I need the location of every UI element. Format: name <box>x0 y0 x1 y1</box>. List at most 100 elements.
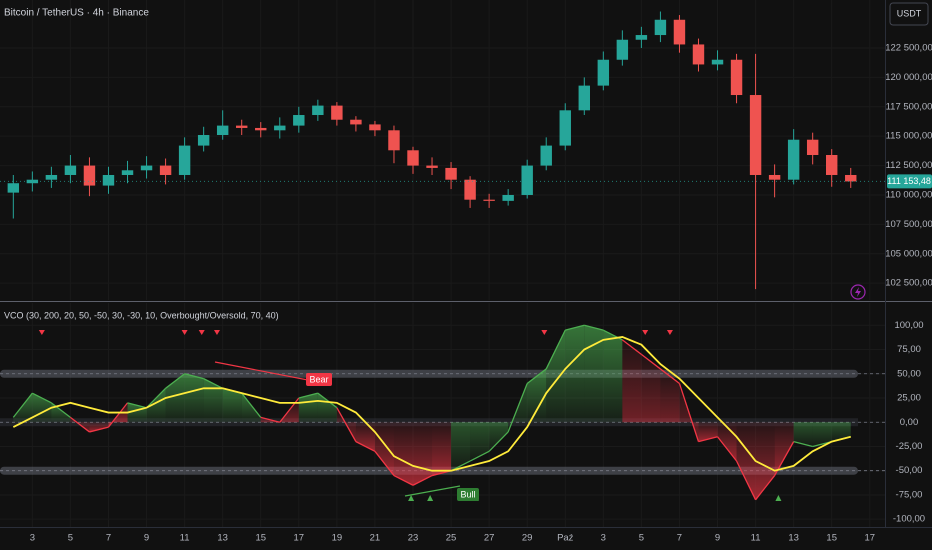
candle-body <box>102 174 115 186</box>
vco-area <box>13 393 33 423</box>
candle-body <box>7 183 20 193</box>
vco-line <box>584 324 604 331</box>
bull-marker <box>427 495 434 501</box>
vco-area <box>793 422 813 447</box>
vco-line <box>89 426 109 433</box>
candle-body <box>121 170 134 175</box>
y-tick-label: 117 500,00 <box>886 101 932 112</box>
candle-body <box>806 139 819 155</box>
x-tick-label: 15 <box>826 533 837 544</box>
bull-label: Bull <box>460 489 475 499</box>
vco-line <box>735 460 757 501</box>
vco-line <box>698 436 718 443</box>
x-tick-label: 21 <box>370 533 381 544</box>
y-tick-label: 102 500,00 <box>885 278 932 289</box>
vco-line <box>127 402 147 409</box>
candle-body <box>312 105 324 116</box>
y-tick-label: 0,00 <box>900 417 919 428</box>
vco-area <box>470 422 490 462</box>
y-tick-label: 110 000,00 <box>886 189 932 200</box>
vco-area <box>298 393 318 423</box>
vco-area <box>432 422 452 476</box>
x-tick-label: 11 <box>751 533 761 544</box>
x-tick-label: 27 <box>484 533 495 544</box>
vco-area <box>774 422 794 476</box>
x-tick-label: 29 <box>522 533 533 544</box>
candle-body <box>616 39 629 60</box>
candle-body <box>521 165 533 195</box>
vco-area <box>184 373 204 423</box>
labels: 3 5 7 9 11 13 15 17 19 21 23 25 27 29 Paź 3 5 7 9 11 13 15 17 1… <box>30 42 932 544</box>
vco-area <box>736 422 756 500</box>
candle-body <box>597 59 610 86</box>
marks <box>0 11 885 501</box>
y-tick-label: 112 500,00 <box>886 160 932 171</box>
x-tick-label: 23 <box>408 533 419 544</box>
vco-area <box>165 373 185 423</box>
x-tick-label: 5 <box>639 533 644 544</box>
x-tick-label: 7 <box>106 533 111 544</box>
candle-body <box>692 44 705 65</box>
candle-body <box>502 194 514 201</box>
candle-body <box>64 165 77 175</box>
vco-area <box>451 422 471 471</box>
vco-line <box>203 378 223 389</box>
indicator-title: VCO (30, 200, 20, 50, -50, 30, -30, 10, … <box>4 310 279 320</box>
vco-line <box>412 474 433 486</box>
vco-line <box>717 436 738 462</box>
vco-area <box>413 422 433 486</box>
candle-body <box>787 139 800 180</box>
vco-area <box>241 393 261 423</box>
y-tick-label: 120 000,00 <box>885 72 932 83</box>
bear-label-box <box>306 373 332 386</box>
vco-line <box>793 440 813 448</box>
y-tick-label: 100,00 <box>894 320 923 331</box>
vco-line <box>660 368 680 384</box>
alert-icon[interactable] <box>850 284 866 300</box>
vco-line <box>507 383 528 433</box>
vco-line <box>317 392 338 409</box>
x-tick-label: 9 <box>144 533 149 544</box>
vco-area <box>203 378 223 423</box>
x-tick-label: 17 <box>294 533 305 544</box>
candle-body <box>559 110 571 146</box>
candle-body <box>197 135 210 146</box>
vco-line <box>70 416 90 433</box>
vco-area <box>698 422 718 442</box>
vco-line <box>678 383 700 442</box>
vco-area <box>584 325 604 423</box>
vco-line <box>640 353 661 370</box>
vco-line <box>298 392 318 399</box>
y-tick-label: 105 000,00 <box>885 248 932 259</box>
candle-body <box>540 145 552 166</box>
vco-line <box>545 329 566 370</box>
bull-marker <box>775 495 782 501</box>
x-tick-label: 9 <box>715 533 720 544</box>
candle-body <box>445 167 457 180</box>
candle-body <box>45 174 58 180</box>
vco-line <box>488 431 509 452</box>
bear-marker <box>666 330 673 335</box>
currency-button[interactable] <box>889 2 929 26</box>
candle-body <box>388 130 400 151</box>
bear-label: Bear <box>309 374 328 384</box>
bear-marker <box>198 330 205 335</box>
symbol-title: Bitcoin / TetherUS · 4h · Binance <box>4 8 149 19</box>
y-tick-label: -75,00 <box>896 489 923 500</box>
y-tick-label: 75,00 <box>897 344 921 355</box>
vco-line <box>165 373 186 389</box>
candle-body <box>483 199 495 201</box>
vco-area <box>222 388 242 423</box>
bear-marker <box>541 330 548 335</box>
alert-icon-bolt <box>855 287 861 297</box>
x-tick-label: 19 <box>332 533 343 544</box>
y-tick-label: -50,00 <box>896 465 923 476</box>
vco-area <box>489 422 509 452</box>
vco-line <box>260 416 280 423</box>
bear-divergence <box>214 361 319 383</box>
vco-line <box>621 339 642 355</box>
candle-body <box>350 119 362 125</box>
candle-body <box>331 105 343 120</box>
